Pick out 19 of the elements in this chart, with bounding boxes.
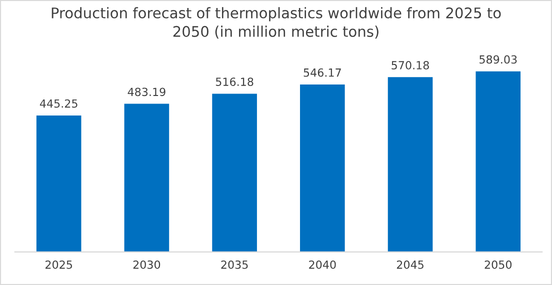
data-label: 483.19 xyxy=(128,88,166,96)
data-label: 445.25 xyxy=(40,99,78,108)
bar xyxy=(212,94,257,252)
bar xyxy=(124,104,170,252)
data-label: 546.17 xyxy=(304,68,341,77)
bar xyxy=(476,71,521,252)
x-tick-label: 2040 xyxy=(309,260,336,269)
data-label: 589.03 xyxy=(480,55,517,64)
x-tick-label: 2050 xyxy=(484,260,512,269)
x-tick-label: 2035 xyxy=(221,260,248,269)
x-tick-label: 2025 xyxy=(46,260,72,269)
data-label: 570.18 xyxy=(392,61,429,70)
x-tick-label: 2030 xyxy=(133,260,160,269)
bar xyxy=(388,77,433,252)
data-label: 516.18 xyxy=(216,78,254,86)
bar xyxy=(300,84,345,252)
bar xyxy=(36,115,82,252)
chart-title: Production forecast of thermoplastics worldwide from 2025 to 2050 (in million metric tons) xyxy=(52,7,501,39)
x-tick-label: 2045 xyxy=(396,260,424,269)
